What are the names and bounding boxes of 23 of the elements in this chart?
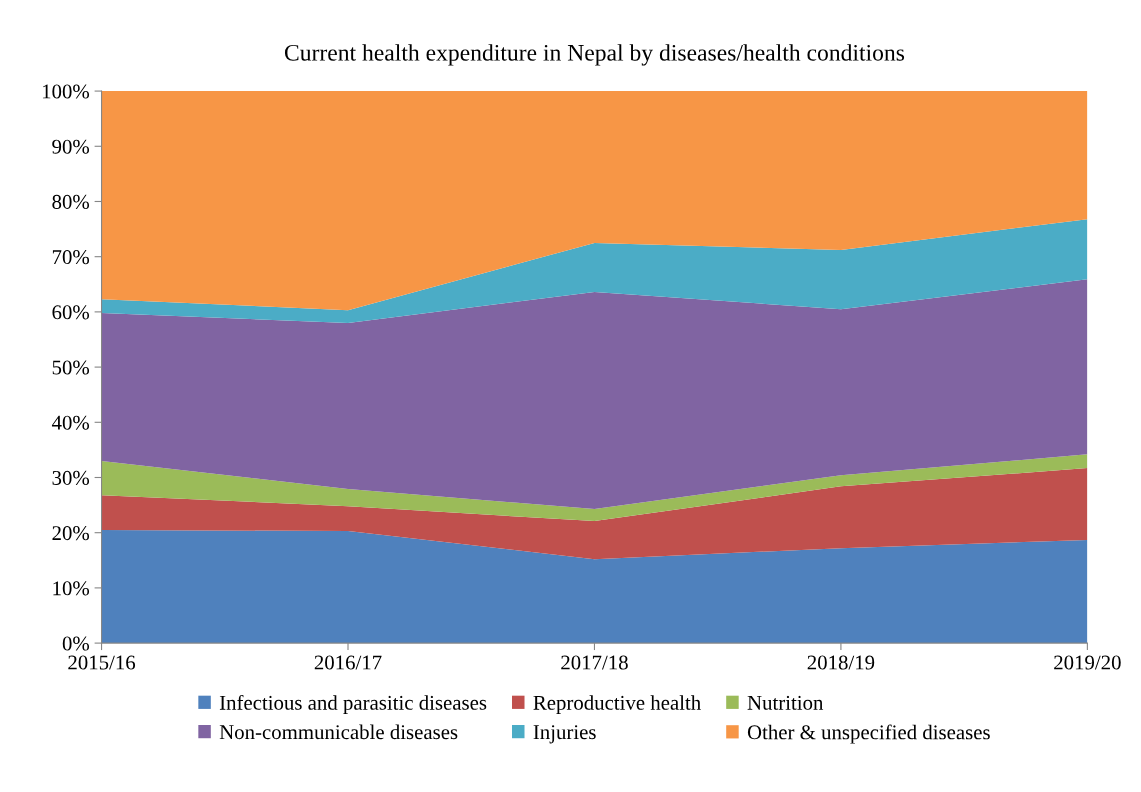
- x-tick-label: 2019/20: [1054, 655, 1121, 670]
- y-tick-label: 60%: [52, 305, 90, 320]
- legend-label: Injuries: [533, 725, 596, 744]
- y-tick-label: 10%: [53, 581, 90, 596]
- y-tick-label: 80%: [52, 194, 90, 209]
- y-tick-label: 100%: [42, 84, 90, 99]
- x-tick-label: 2017/18: [561, 655, 628, 670]
- y-tick-label: 40%: [51, 415, 90, 430]
- legend-label: Nutrition: [747, 695, 824, 710]
- legend-label: Other & unspecified diseases: [747, 724, 990, 744]
- x-tick-label: 2018/19: [807, 655, 875, 670]
- x-tick-label: 2016/17: [314, 655, 382, 670]
- x-tick-label: 2015/16: [68, 655, 136, 670]
- y-tick-label: 20%: [52, 526, 90, 541]
- y-tick-label: 90%: [52, 139, 90, 154]
- y-tick-label: 0%: [62, 636, 90, 651]
- y-tick-label: 50%: [52, 360, 90, 375]
- legend-label: Infectious and parasitic diseases: [219, 694, 487, 715]
- legend-label: Non-communicable diseases: [219, 724, 458, 740]
- y-tick-label: 70%: [52, 250, 90, 265]
- chart-title: Current health expenditure in Nepal by diseases/health conditions: [284, 44, 905, 66]
- y-tick-label: 30%: [52, 470, 90, 485]
- legend-label: Reproductive health: [533, 695, 701, 715]
